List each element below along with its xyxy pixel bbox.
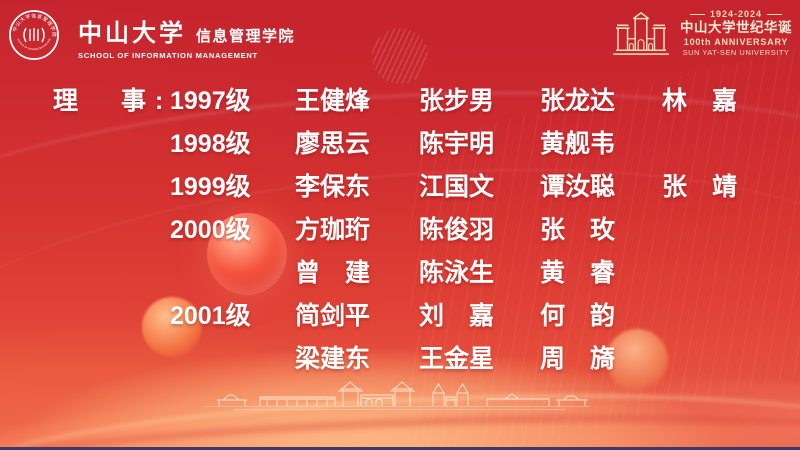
footer-accent-line [0,447,800,450]
roster-row: 梁建东 王金星 周 旖 [53,335,784,378]
anniversary-years-row: 1924-2024 [689,9,783,20]
member-name: 江国文 [419,172,495,201]
roster-row: 1999级 李保东 江国文 谭汝聪 张 靖 [53,163,784,206]
university-name: 中山大学 [78,21,186,47]
roster-row: 2001级 简剑平 刘 嘉 何 韵 [53,292,784,335]
member-name: 王健烽 [295,86,371,115]
member-name: 梁建东 [295,344,371,373]
header: 中山大学信息管理学院 SCHOOL OF INFORMATION MANAGEM… [0,0,800,70]
red-sphere-decoration [207,213,287,295]
university-name-en: SUN YAT-SEN UNIVERSITY [682,48,790,58]
university-gate-icon [613,12,669,56]
campus-buildings-art [205,381,590,410]
decorative-line [767,14,783,16]
decorative-line [689,14,705,16]
member-name: 简剑平 [295,301,371,330]
school-name-en: SCHOOL OF INFORMATION MANAGEMENT [78,51,258,60]
orange-sphere-decoration [606,329,668,391]
member-name: 黄 睿 [540,258,616,287]
school-brand: 中山大学 信息管理学院 SCHOOL OF INFORMATION MANAGE… [78,13,295,60]
member-name: 谭汝聪 [540,172,616,201]
member-name: 何 韵 [540,301,616,330]
roster-row: 2000级 方珈珩 陈俊羽 张 玫 [53,206,784,249]
member-name: 林 嘉 [662,86,738,115]
roster-row: 1998级 廖思云 陈宇明 黄舰韦 [53,120,784,163]
member-name: 张 靖 [662,172,738,201]
member-name: 李保东 [295,172,371,201]
member-name: 刘 嘉 [419,301,495,330]
class-year: 2001级 [170,301,251,330]
role-label: 理 事: [53,86,173,115]
roster-row: 理 事: 1997级 王健烽 张步男 张龙达 林 嘉 [53,77,784,120]
class-year: 1999级 [170,172,251,201]
anniversary-years: 1924-2024 [709,9,763,19]
school-name: 信息管理学院 [196,28,296,45]
member-name: 张 玫 [540,215,616,244]
member-name: 黄舰韦 [540,129,616,158]
member-name: 曾 建 [295,258,371,287]
class-year: 2000级 [170,215,251,244]
class-year: 1997级 [170,86,251,115]
school-seal-logo: 中山大学信息管理学院 SCHOOL OF INFORMATION MANAGEM… [8,9,59,60]
member-name: 方珈珩 [295,215,371,244]
member-name: 陈宇明 [419,129,495,158]
member-name: 张步男 [419,86,495,115]
member-name: 陈泳生 [419,258,495,287]
council-roster: 理 事: 1997级 王健烽 张步男 张龙达 林 嘉 1998级 廖思云 陈宇明… [53,77,784,378]
member-name: 廖思云 [295,129,371,158]
member-name: 王金星 [419,344,495,373]
member-name: 张龙达 [540,86,616,115]
striped-circle-decoration [372,28,428,84]
member-name: 周 旖 [540,344,616,373]
anniversary-subtitle-en: 100th ANNIVERSARY [683,37,789,48]
orange-sphere-decoration [142,297,202,357]
member-name: 陈俊羽 [419,215,495,244]
anniversary-brand: 1924-2024 中山大学世纪华诞 100th ANNIVERSARY SUN… [610,9,792,58]
class-year: 1998级 [170,129,251,158]
roster-row: 曾 建 陈泳生 黄 睿 [53,249,784,292]
anniversary-title: 中山大学世纪华诞 [680,20,792,36]
